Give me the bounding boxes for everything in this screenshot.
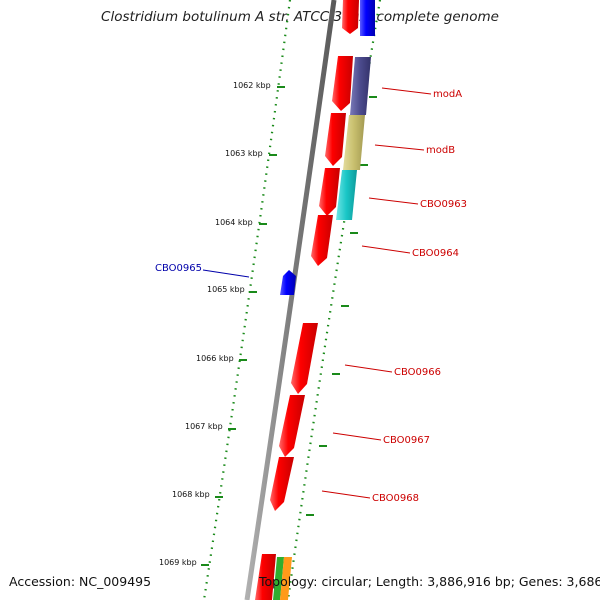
scale-label: 1062 kbp: [233, 81, 271, 90]
gene-top-blue[interactable]: [360, 0, 375, 36]
accession-text: Accession: NC_009495: [9, 574, 152, 589]
map-title: Clostridium botulinum A str. ATCC 3502, …: [101, 9, 499, 25]
genome-summary-text: Topology: circular; Length: 3,886,916 bp…: [259, 574, 600, 589]
label-leaders: [202, 87, 432, 499]
gene-bottom-orange[interactable]: [280, 557, 292, 600]
gene-bottom-red[interactable]: [255, 554, 276, 600]
gene-red-1[interactable]: [332, 56, 353, 111]
gene-cbo0968[interactable]: [270, 457, 294, 511]
gene-top-red[interactable]: [342, 0, 359, 34]
gene-label-moda[interactable]: modA: [433, 89, 462, 100]
gene-label-cbo0966[interactable]: CBO0966: [394, 367, 441, 378]
gene-modb[interactable]: [343, 115, 365, 170]
gene-red-2[interactable]: [325, 113, 346, 166]
outer-ring-dashes: [306, 96, 377, 516]
gene-cbo0965[interactable]: [280, 270, 296, 295]
scale-label: 1065 kbp: [207, 285, 245, 294]
scale-labels: 1062 kbp 1063 kbp 1064 kbp 1065 kbp 1066…: [159, 81, 271, 567]
scale-label: 1068 kbp: [172, 490, 210, 499]
gene-cbo0966[interactable]: [291, 323, 318, 394]
gene-red-3[interactable]: [319, 168, 340, 216]
gene-cbo0967[interactable]: [279, 395, 305, 457]
gene-cbo0963[interactable]: [336, 170, 357, 220]
genome-backbone: [244, 0, 337, 600]
scale-label: 1063 kbp: [225, 149, 263, 158]
gene-bottom-green[interactable]: [273, 557, 284, 600]
gene-label-cbo0964[interactable]: CBO0964: [412, 248, 459, 259]
scale-label: 1066 kbp: [196, 354, 234, 363]
gene-label-modb[interactable]: modB: [426, 145, 455, 156]
scale-ticks: [201, 86, 285, 566]
inner-gc-ring: [202, 0, 292, 600]
forward-genes: [255, 0, 375, 600]
reverse-genes: [280, 270, 296, 295]
scale-label: 1067 kbp: [185, 422, 223, 431]
gene-moda[interactable]: [350, 57, 371, 115]
scale-label: 1064 kbp: [215, 218, 253, 227]
gene-label-cbo0963[interactable]: CBO0963: [420, 199, 467, 210]
gene-label-cbo0965[interactable]: CBO0965: [155, 263, 202, 274]
gene-label-cbo0967[interactable]: CBO0967: [383, 435, 430, 446]
gene-label-cbo0968[interactable]: CBO0968: [372, 493, 419, 504]
gene-cbo0964[interactable]: [311, 215, 333, 266]
gene-labels: modA modB CBO0963 CBO0964 CBO0966 CBO096…: [155, 89, 467, 504]
scale-label: 1069 kbp: [159, 558, 197, 567]
